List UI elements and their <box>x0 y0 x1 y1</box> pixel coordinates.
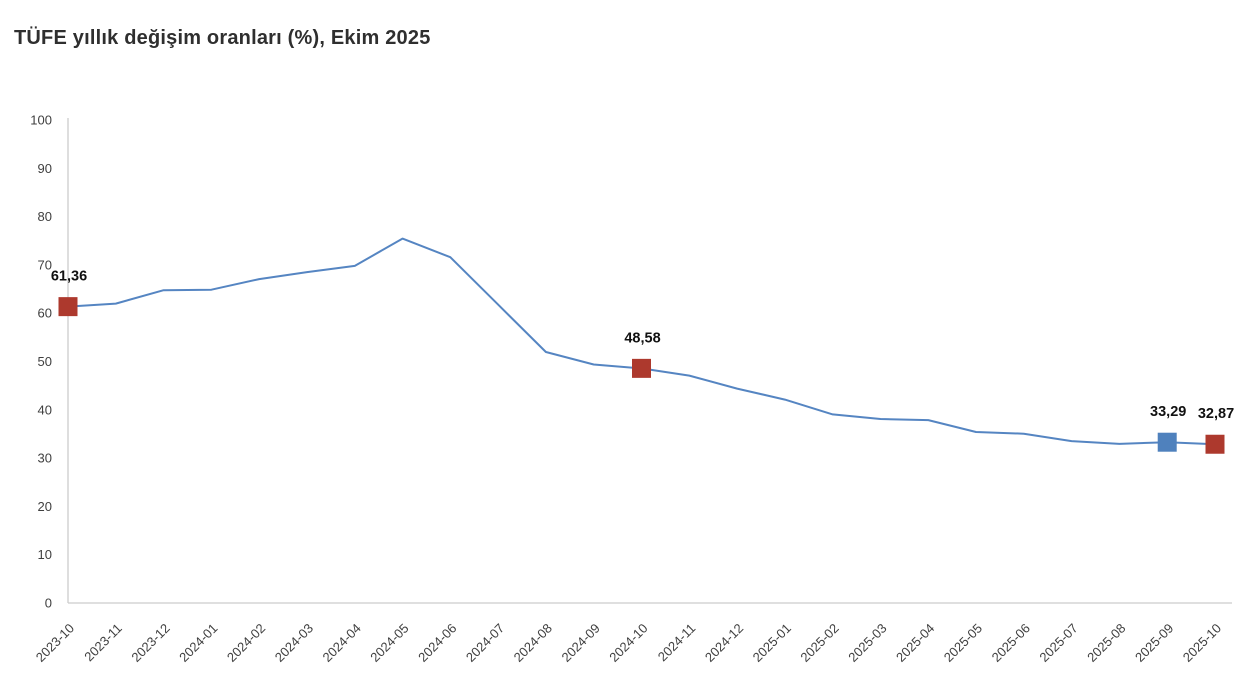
x-tick-label: 2023-11 <box>81 621 125 665</box>
y-tick-label: 50 <box>38 354 52 369</box>
data-point-marker <box>632 358 651 378</box>
y-tick-label: 90 <box>38 161 52 176</box>
x-tick-label: 2024-12 <box>702 621 746 665</box>
chart-title: TÜFE yıllık değişim oranları (%), Ekim 2… <box>14 27 431 49</box>
y-tick-label: 30 <box>38 451 52 466</box>
data-point-marker <box>58 297 78 317</box>
y-tick-label: 60 <box>38 306 52 321</box>
x-tick-label: 2025-04 <box>893 621 937 665</box>
x-tick-label: 2023-10 <box>33 621 77 665</box>
x-tick-label: 2025-05 <box>941 621 985 665</box>
x-tick-label: 2025-07 <box>1036 621 1080 665</box>
x-tick-label: 2024-04 <box>320 621 364 665</box>
y-tick-label: 0 <box>45 596 52 611</box>
x-tick-label: 2023-12 <box>128 621 172 665</box>
data-point-label: 33,29 <box>1150 404 1186 420</box>
y-tick-label: 80 <box>38 209 52 224</box>
y-tick-label: 70 <box>38 257 52 272</box>
y-tick-label: 20 <box>38 499 52 514</box>
x-tick-label: 2025-03 <box>845 621 889 665</box>
x-tick-label: 2024-07 <box>463 621 507 665</box>
x-tick-label: 2024-02 <box>224 621 268 665</box>
x-tick-label: 2025-01 <box>750 621 794 665</box>
x-tick-label: 2025-08 <box>1084 621 1128 665</box>
x-tick-label: 2024-05 <box>367 621 411 665</box>
x-tick-label: 2025-10 <box>1180 621 1224 665</box>
y-tick-label: 40 <box>38 402 52 417</box>
y-tick-label: 100 <box>30 113 52 128</box>
x-tick-label: 2024-03 <box>272 621 316 665</box>
x-tick-label: 2025-06 <box>989 621 1033 665</box>
x-tick-label: 2025-02 <box>797 621 841 665</box>
x-tick-label: 2024-01 <box>176 621 220 665</box>
x-tick-label: 2024-06 <box>415 621 459 665</box>
data-point-marker <box>1157 432 1177 452</box>
y-tick-label: 10 <box>38 547 52 562</box>
x-tick-label: 2024-08 <box>511 621 555 665</box>
x-tick-label: 2025-09 <box>1132 621 1176 665</box>
x-tick-label: 2024-10 <box>606 621 650 665</box>
x-tick-label: 2024-09 <box>558 621 602 665</box>
data-point-label: 48,58 <box>624 330 660 346</box>
x-tick-label: 2024-11 <box>655 621 699 665</box>
data-point-label: 61,36 <box>51 269 87 285</box>
data-point-marker <box>1205 434 1225 454</box>
data-point-label: 32,87 <box>1198 406 1234 422</box>
